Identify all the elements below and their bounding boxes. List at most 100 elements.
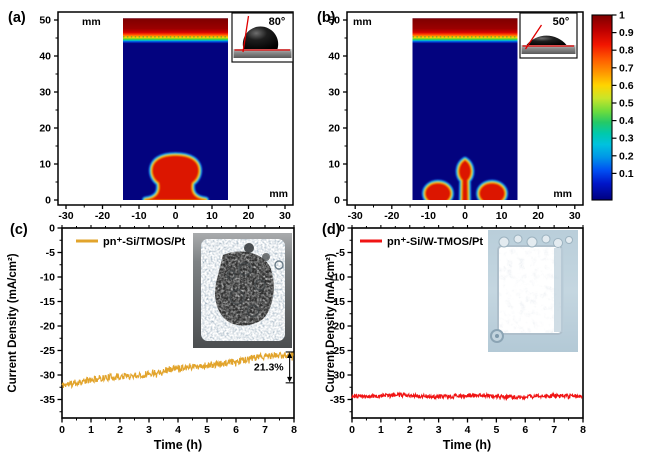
bubble (513, 234, 523, 244)
unit-label-mm: mm (82, 16, 101, 28)
panel-d-line-chart: 0 1 2 3 4 5 6 7 8 0 -5 -10 -15 -20 -25 -30 -35 Current De… (322, 222, 586, 452)
bubble (553, 238, 563, 248)
contact-angle-inset: 80° (231, 12, 294, 63)
x-tick-label: -10 (131, 210, 146, 222)
y-axis: 0 -5 -10 -15 -20 -25 -30 -35 (40, 223, 62, 413)
colorbar-tick-label: 0.2 (619, 150, 634, 162)
bubble (254, 279, 266, 291)
x-tick-label: 6 (233, 424, 239, 436)
legend: pn⁺-Si/TMOS/Pt (76, 236, 186, 248)
x-tick-label: 30 (569, 210, 581, 222)
substrate (521, 45, 576, 54)
y-tick-label: -35 (330, 394, 345, 406)
colorbar-tick-label: 0.1 (619, 168, 634, 180)
y-tick-label: -15 (40, 296, 55, 308)
colorbar-tick-label: 0.8 (619, 45, 634, 57)
y-tick-label: -25 (40, 345, 55, 357)
x-tick-label: 10 (496, 210, 508, 222)
unit-label-mm: mm (553, 188, 572, 200)
contact-angle-label: 50° (553, 16, 570, 28)
bubble (565, 236, 573, 244)
legend-label: pn⁺-Si/W-TMOS/Pt (387, 236, 483, 248)
unit-label-mm: mm (269, 188, 288, 200)
plume-core (145, 155, 206, 200)
legend-label: pn⁺-Si/TMOS/Pt (103, 236, 186, 248)
panel-b-heatmap: -30 -20 -10 0 10 20 30 0 10 20 30 40 50 mm mm (b) 50° 1 0.… (317, 10, 634, 223)
x-tick-label: 0 (462, 210, 468, 222)
x-tick-label: -20 (384, 210, 399, 222)
x-tick-label: 0 (173, 210, 179, 222)
y-tick-label: -5 (336, 247, 345, 259)
x-tick-label: 0 (59, 424, 65, 436)
y-tick-label: 30 (328, 87, 340, 99)
panel-c-line-chart: 0 1 2 3 4 5 6 7 8 0 -5 -10 -15 -20 -25 -30 -35 Current De… (7, 222, 297, 452)
colorbar-tick-label: 0.9 (619, 27, 634, 39)
x-tick-label: -20 (95, 210, 110, 222)
x-tick-label: -30 (348, 210, 363, 222)
contact-tangent-line (524, 24, 543, 50)
heatmap-surface-band (123, 18, 228, 44)
x-tick-label: 7 (262, 424, 268, 436)
bubble (238, 262, 252, 276)
x-tick-label: 5 (204, 424, 210, 436)
y-tick-label: 50 (328, 15, 340, 27)
x-tick-label: 6 (522, 424, 528, 436)
x-axis: 0 1 2 3 4 5 6 7 8 (59, 225, 297, 436)
plume-core (459, 160, 471, 201)
x-tick-label: 10 (206, 210, 218, 222)
percent-change-annotation: 21.3% (254, 351, 294, 384)
contact-angle-label: 80° (269, 16, 286, 28)
heatmap-surface-band (412, 18, 518, 44)
x-tick-label: 30 (279, 210, 291, 222)
y-tick-label: 20 (328, 123, 340, 135)
panel-a-heatmap: -30 -20 -10 0 10 20 30 0 10 20 30 40 50 mm mm (a) 80° (8, 10, 294, 222)
panel-letter: (d) (322, 222, 341, 238)
x-tick-label: 2 (117, 424, 123, 436)
y-tick-label: -5 (46, 247, 55, 259)
electrode-photo-inset (193, 233, 292, 348)
y-tick-label: 0 (45, 195, 51, 207)
y-tick-label: 30 (39, 87, 51, 99)
y-axis-label: Current Density (mA/cm²) (325, 253, 337, 392)
x-axis: -30 -20 -10 0 10 20 30 (348, 205, 581, 222)
x-tick-label: -30 (58, 210, 73, 222)
colorbar-gradient (591, 14, 613, 201)
y-axis-label: Current Density (mA/cm²) (7, 253, 19, 392)
y-tick-label: 10 (39, 159, 51, 171)
y-axis: 0 10 20 30 40 50 (328, 15, 347, 207)
plumes (141, 151, 210, 201)
contact-tangent-line (242, 15, 250, 53)
data-trace (351, 391, 583, 401)
y-tick-label: -20 (40, 321, 55, 333)
x-axis-label: Time (h) (154, 438, 202, 452)
x-tick-label: 0 (349, 424, 355, 436)
heatmap (412, 18, 518, 201)
x-axis: 0 1 2 3 4 5 6 7 8 (349, 225, 586, 436)
y-tick-label: 10 (328, 159, 340, 171)
y-tick-label: -30 (330, 370, 345, 382)
droplet (242, 26, 279, 49)
x-tick-label: 1 (88, 424, 94, 436)
bubble (526, 236, 538, 248)
legend: pn⁺-Si/W-TMOS/Pt (360, 236, 483, 248)
x-axis: -30 -20 -10 0 10 20 30 (58, 205, 291, 222)
y-tick-label: -15 (330, 296, 345, 308)
x-tick-label: 20 (532, 210, 544, 222)
bubble (246, 304, 260, 318)
y-tick-label: -20 (330, 321, 345, 333)
x-tick-label: 7 (551, 424, 557, 436)
y-tick-label: -25 (330, 345, 345, 357)
y-tick-label: 50 (39, 15, 51, 27)
annotation-label: 21.3% (254, 361, 284, 373)
unit-label-mm: mm (353, 16, 372, 28)
colorbar-tick-label: 0.4 (619, 115, 634, 127)
y-tick-label: 0 (339, 223, 345, 235)
x-tick-label: 20 (243, 210, 255, 222)
x-tick-label: -10 (421, 210, 436, 222)
y-tick-label: -30 (40, 370, 55, 382)
heatmap (123, 18, 228, 201)
y-tick-label: 0 (49, 223, 55, 235)
x-tick-label: 1 (378, 424, 384, 436)
panel-letter: (b) (317, 10, 336, 26)
